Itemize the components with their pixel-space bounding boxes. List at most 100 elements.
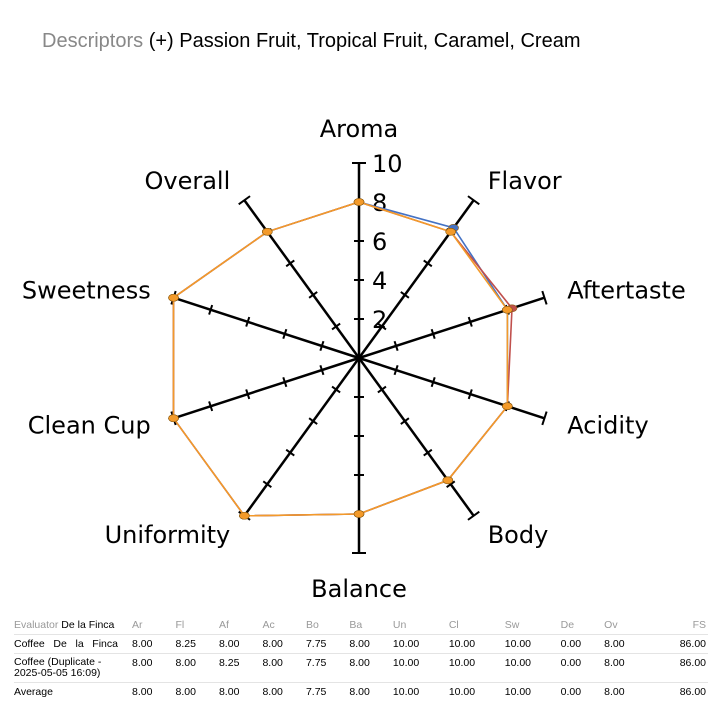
table-cell: 10.00: [392, 634, 449, 654]
axis-tick: [208, 401, 214, 412]
axis-tick: [467, 195, 480, 206]
axis-label: Sweetness: [22, 276, 151, 304]
table-cell: 8.00: [218, 634, 263, 654]
table-row: Average 8.00 8.00 8.00 8.00 7.75 8.00 10.00 10.0…: [14, 682, 708, 701]
axis-tick: [319, 340, 325, 352]
table-header-row: Evaluator De la Finca Ar Fl Af Ac Bo Ba …: [14, 617, 708, 635]
table-cell: 8.25: [218, 653, 263, 683]
axis-tick: [262, 480, 272, 488]
row-name-text: Coffee De la Finca: [14, 638, 118, 650]
axis-tick: [331, 322, 341, 331]
table-cell: 8.00: [604, 682, 648, 701]
col-header: FS: [692, 619, 706, 631]
series-point: [502, 402, 513, 411]
table-cell: 10.00: [504, 634, 561, 654]
col-header: Ac: [262, 619, 275, 631]
row-name-text: Average: [14, 686, 53, 698]
axis-tick: [377, 322, 387, 331]
r-tick-label: 2: [372, 306, 387, 334]
table-cell: 0.00: [560, 682, 605, 701]
table-row: Coffee De la Finca 8.00 8.25 8.00 8.00 7.75 8.…: [14, 634, 708, 654]
table-cell: 10.00: [504, 653, 561, 683]
row-name: Coffee (Duplicate - 2025-05-05 16:09): [14, 653, 132, 683]
table-cell: 10.00: [448, 634, 505, 654]
axis-tick: [208, 304, 214, 315]
axis-tick: [400, 291, 410, 299]
descriptors-label: Descriptors: [42, 30, 144, 52]
table-cell: 8.00: [218, 682, 263, 701]
r-tick-label: 4: [372, 267, 387, 295]
axis-tick: [430, 377, 436, 388]
descriptors-line: Descriptors (+) Passion Fruit, Tropical …: [42, 30, 580, 53]
axis-line: [358, 356, 545, 420]
table-cell: 8.00: [132, 634, 176, 654]
axis-tick: [285, 448, 295, 457]
axis-line: [173, 356, 360, 420]
table-cell: 8.00: [175, 682, 219, 701]
axis-tick: [308, 291, 318, 299]
col-header: Af: [218, 619, 229, 631]
axis-tick: [541, 290, 548, 305]
col-header: Ov: [604, 619, 618, 631]
r-tick-label: 6: [372, 228, 387, 256]
axis-line: [243, 357, 361, 517]
axis-tick: [377, 385, 387, 394]
descriptors-value: (+) Passion Fruit, Tropical Fruit, Caram…: [148, 30, 581, 52]
table-cell: 10.00: [392, 653, 449, 683]
series-point: [445, 227, 456, 236]
table-cell: 86.00: [647, 634, 708, 654]
axis-tick: [238, 195, 251, 206]
axis-tick: [467, 316, 473, 327]
axis-tick: [446, 480, 456, 488]
table-cell: 0.00: [560, 653, 605, 683]
table-cell: 0.00: [560, 634, 605, 654]
axis-label: Flavor: [488, 167, 562, 195]
axis-tick: [423, 448, 433, 457]
table-cell: 10.00: [448, 682, 505, 701]
col-header: Un: [392, 619, 407, 631]
axis-tick: [393, 340, 399, 352]
axis-label: Aroma: [320, 115, 399, 143]
series-point: [239, 511, 250, 520]
col-header: Cl: [448, 619, 459, 631]
axis-tick: [393, 364, 399, 376]
table-cell: 8.00: [604, 634, 648, 654]
evaluator-header: Evaluator De la Finca: [14, 617, 132, 635]
axis-label: Acidity: [567, 412, 648, 440]
axis-label: Body: [488, 521, 549, 549]
table-cell: 7.75: [305, 653, 350, 683]
table-cell: 7.75: [305, 682, 350, 701]
table-row: Coffee (Duplicate - 2025-05-05 16:09) 8.0…: [14, 653, 708, 683]
axis-tick: [423, 259, 433, 268]
axis-label: Uniformity: [105, 521, 231, 549]
series-point: [168, 293, 179, 302]
evaluator-name: De la Finca: [61, 619, 115, 631]
series-point: [353, 198, 365, 206]
col-header: Ar: [132, 619, 143, 631]
scores-table: Evaluator De la Finca Ar Fl Af Ac Bo Ba …: [14, 617, 708, 701]
r-tick-label: 8: [372, 189, 387, 217]
table-cell: 8.00: [262, 653, 306, 683]
col-header: Bo: [305, 619, 319, 631]
axis-line: [243, 199, 361, 359]
col-header: Ba: [349, 619, 363, 631]
axis-tick: [331, 385, 341, 394]
table-cell: 8.25: [175, 634, 219, 654]
axis-label: Aftertaste: [567, 276, 685, 304]
table-cell: 8.00: [349, 634, 393, 654]
axis-label: Balance: [311, 575, 407, 603]
col-header: De: [560, 619, 575, 631]
axis-tick: [430, 328, 436, 339]
table-cell: 7.75: [305, 634, 350, 654]
series-line: [172, 201, 513, 517]
axis-tick: [308, 417, 318, 425]
axis-tick: [245, 316, 251, 327]
col-header: Sw: [504, 619, 520, 631]
axis-tick: [467, 510, 480, 521]
axis-tick: [285, 259, 295, 268]
table-cell: 8.00: [262, 682, 306, 701]
table-cell: 10.00: [392, 682, 449, 701]
radar-chart: Aroma Flavor Aftertaste Acidity Body Balance U…: [22, 115, 686, 603]
axis-label: Overall: [144, 167, 230, 195]
r-tick-label: 10: [372, 150, 403, 178]
